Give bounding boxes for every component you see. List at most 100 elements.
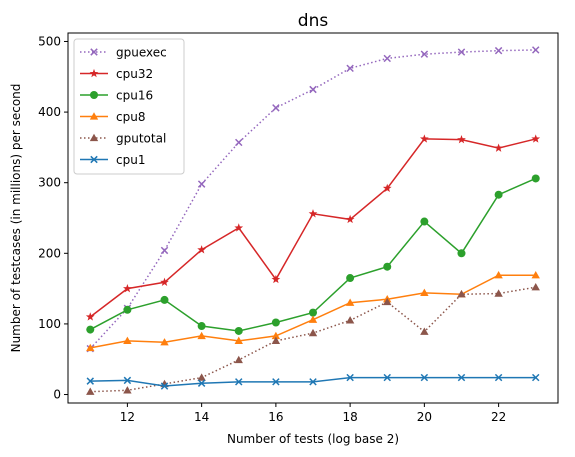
data-point-cpu16 <box>457 249 466 258</box>
x-tick-label: 16 <box>268 410 283 424</box>
x-tick-label: 14 <box>194 410 209 424</box>
y-axis-ticks: 0 100 200 300 400 500 <box>38 34 68 402</box>
data-point-cpu8 <box>234 336 243 345</box>
data-point-cpu32 <box>85 312 95 321</box>
data-point-gpuexec <box>346 64 354 73</box>
data-point-cpu8 <box>531 270 540 279</box>
data-point-cpu1 <box>383 373 391 382</box>
data-point-gpuexec <box>160 246 169 255</box>
legend-marker <box>89 112 99 120</box>
data-point-gputotal <box>197 373 206 381</box>
data-point-cpu32 <box>197 245 207 254</box>
data-point-cpu32 <box>494 143 503 152</box>
y-tick-label: 300 <box>38 176 61 190</box>
data-point-cpu32 <box>531 134 541 143</box>
x-tick-label: 18 <box>342 410 357 424</box>
data-point-gputotal <box>457 290 466 298</box>
data-point-cpu8 <box>308 315 318 323</box>
data-point-gpuexec <box>235 138 243 147</box>
data-point-cpu1 <box>457 373 466 382</box>
data-point-cpu32 <box>308 209 318 218</box>
x-tick-label: 20 <box>417 410 432 424</box>
legend-marker <box>89 68 99 78</box>
data-point-cpu8 <box>494 270 503 279</box>
data-point-cpu1 <box>531 373 540 382</box>
data-point-cpu32 <box>271 274 281 284</box>
data-point-cpu32 <box>457 135 466 144</box>
data-point-cpu1 <box>197 379 206 387</box>
x-tick-label: 12 <box>120 410 135 424</box>
data-point-cpu16 <box>234 326 243 335</box>
data-point-gpuexec <box>272 104 280 112</box>
data-point-gputotal <box>123 386 132 394</box>
legend-item-cpu32: cpu32 <box>80 67 153 81</box>
legend-label: cpu1 <box>116 153 145 167</box>
data-point-gputotal <box>345 316 355 324</box>
data-point-gpuexec <box>197 180 206 188</box>
data-point-gputotal <box>234 355 243 364</box>
legend-item-cpu8: cpu8 <box>80 110 145 124</box>
legend-item-gpuexec: gpuexec <box>80 46 167 60</box>
plot-frame <box>67 32 559 404</box>
data-point-gputotal <box>308 328 318 337</box>
y-tick-label: 400 <box>38 105 61 119</box>
plot-area <box>85 46 541 395</box>
data-point-gputotal <box>271 336 281 345</box>
data-point-cpu16 <box>309 308 317 317</box>
y-tick-label: 500 <box>38 34 61 48</box>
legend-label: gputotal <box>116 132 166 146</box>
data-point-cpu1 <box>86 377 95 385</box>
legend-label: gpuexec <box>116 46 167 60</box>
x-axis-ticks: 12 14 16 18 20 22 <box>120 403 506 424</box>
series-cpu1 <box>86 373 540 390</box>
data-point-gpuexec <box>309 85 317 94</box>
data-point-cpu16 <box>346 274 355 283</box>
data-point-cpu1 <box>235 378 243 386</box>
legend-item-cpu16: cpu16 <box>80 89 153 103</box>
data-point-cpu8 <box>86 343 95 352</box>
legend-item-cpu1: cpu1 <box>80 153 145 167</box>
data-point-cpu1 <box>272 378 280 386</box>
legend-marker <box>90 155 98 164</box>
data-point-cpu32 <box>160 277 169 286</box>
legend-label: cpu32 <box>116 67 153 81</box>
data-point-cpu8 <box>420 288 429 296</box>
data-point-cpu1 <box>494 373 503 382</box>
series-gpuexec <box>86 46 540 353</box>
data-point-cpu8 <box>160 338 169 346</box>
y-tick-label: 0 <box>53 388 61 402</box>
data-point-cpu16 <box>197 322 206 331</box>
data-point-gputotal <box>86 387 95 395</box>
data-point-cpu1 <box>346 373 354 382</box>
data-point-cpu16 <box>123 305 132 314</box>
series-cpu16 <box>86 174 540 335</box>
legend-item-gputotal: gputotal <box>80 132 166 146</box>
data-point-gputotal <box>383 297 392 306</box>
x-axis-title: Number of tests (log base 2) <box>227 432 399 446</box>
data-point-cpu32 <box>123 284 132 293</box>
data-point-cpu16 <box>383 262 392 271</box>
y-tick-label: 200 <box>38 246 61 260</box>
data-point-cpu16 <box>160 295 169 304</box>
legend-marker <box>90 48 98 56</box>
series-cpu32 <box>85 134 541 321</box>
legend-label: cpu8 <box>116 110 145 124</box>
data-point-gputotal <box>420 327 429 335</box>
data-point-gpuexec <box>494 46 503 55</box>
series-line-gputotal <box>90 286 536 393</box>
data-point-cpu8 <box>271 331 281 340</box>
legend: gpuexec cpu32 cpu16 cpu8 gputotal cpu1 <box>73 38 185 175</box>
series-line-cpu16 <box>89 177 537 332</box>
data-point-gputotal <box>494 289 503 297</box>
data-point-cpu16 <box>86 325 95 334</box>
chart-title: dns <box>298 11 329 31</box>
legend-marker <box>90 91 98 99</box>
data-point-cpu1 <box>160 382 169 390</box>
y-tick-label: 100 <box>38 317 61 331</box>
data-point-cpu8 <box>197 331 206 340</box>
data-point-cpu32 <box>345 214 355 224</box>
data-point-cpu1 <box>309 378 317 386</box>
y-axis-title: Number of testcases (in millions) per se… <box>9 84 23 353</box>
data-point-cpu32 <box>234 223 244 232</box>
